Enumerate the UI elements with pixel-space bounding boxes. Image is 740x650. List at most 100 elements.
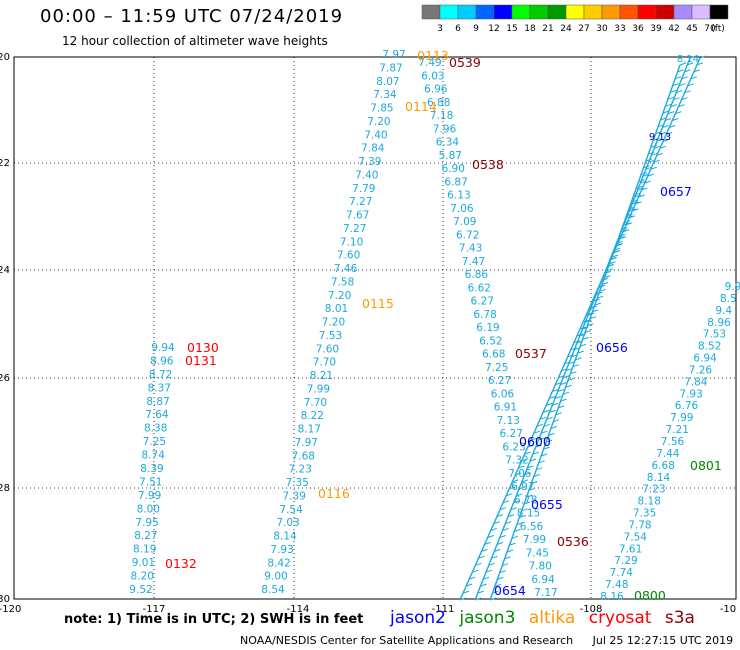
jason2-track-b — [483, 576, 490, 580]
jason2-track-a — [506, 493, 513, 497]
jason2-track-a — [542, 409, 550, 413]
colorbar-label: 21 — [542, 24, 553, 34]
altika-value: 7.10 — [340, 236, 363, 248]
jason2-track-b — [485, 569, 493, 573]
jason2-track-b — [510, 507, 517, 511]
altika-value: 7.34 — [373, 89, 397, 101]
altika-value: 7.03 — [276, 517, 299, 529]
jason2-track-b — [601, 277, 608, 281]
jason2-track-b — [667, 111, 675, 115]
footer-timestamp: Jul 25 12:27:15 UTC 2019 — [592, 634, 734, 647]
latitude-label: -24 — [0, 265, 10, 276]
jason2-track-a — [490, 528, 497, 531]
jason2-track-c — [545, 439, 553, 443]
jason2-track-a — [629, 215, 636, 219]
s3a-value: 6.19 — [476, 322, 499, 334]
jason2-track-b — [659, 131, 666, 135]
jason2-track-b — [518, 486, 526, 490]
jason2-track-b — [665, 118, 672, 121]
jason2-track-c — [631, 199, 638, 203]
jason2-track-c — [677, 69, 684, 73]
colorbar-label: 39 — [650, 24, 662, 34]
s3a-value: 6.56 — [520, 521, 544, 533]
jason2-track-c — [609, 261, 616, 265]
jason2-track-b — [565, 368, 573, 372]
jason2-track-c — [504, 556, 511, 560]
cryosat-value: 8.27 — [134, 530, 157, 542]
altika-value: 7.46 — [334, 263, 358, 275]
jason2-track-a — [638, 194, 645, 198]
jason2-track-c — [626, 213, 633, 217]
colorbar-label: 18 — [524, 24, 536, 34]
altika-value: 7.40 — [355, 169, 378, 181]
jason2-track-a — [539, 416, 547, 420]
jason2-track-c — [592, 309, 599, 313]
s3a-time-label: 0536 — [557, 534, 589, 549]
jason2-track-c — [509, 542, 516, 546]
jason2-track-a — [650, 166, 657, 170]
altika-value: 7.39 — [358, 156, 381, 168]
s3a-value: 6.52 — [479, 335, 502, 347]
colorbar-label: 70 — [704, 24, 716, 34]
jason2-time-label: 0654 — [494, 583, 526, 598]
jason2-track-c — [611, 254, 618, 258]
cryosat-value: 9.01 — [132, 557, 155, 569]
latitude-label: -22 — [0, 158, 10, 169]
colorbar-label: 30 — [596, 24, 608, 34]
s3a-value: 6.72 — [456, 229, 479, 241]
altika-value: 9.00 — [264, 571, 287, 583]
jason3-value: 7.56 — [661, 436, 685, 448]
cryosat-time-label: 0131 — [185, 353, 217, 368]
jason2-track-c — [541, 453, 548, 457]
jason2-track-a — [622, 229, 630, 233]
altika-value: 7.20 — [328, 290, 351, 302]
jason2-track-b — [549, 409, 556, 413]
jason2-track-a — [684, 90, 691, 94]
jason2-track-c — [623, 220, 631, 224]
altika-time-label: 0115 — [362, 296, 394, 311]
jason2-track-b — [477, 590, 484, 594]
jason2-track-c — [599, 288, 606, 292]
colorbar-label: 42 — [668, 24, 679, 34]
colorbar-unit: (ft) — [711, 24, 725, 34]
jason2-track-a — [632, 208, 639, 212]
jason2-track-c — [589, 316, 597, 320]
jason2-track-c — [550, 426, 558, 429]
jason2-track-b — [681, 76, 688, 80]
jason3-value: 8.14 — [647, 472, 671, 484]
cryosat-value: 7.64 — [145, 409, 169, 421]
jason2-track-b — [689, 55, 697, 59]
jason2-track-c — [519, 515, 526, 519]
altika-value: 8.54 — [261, 584, 285, 596]
altika-time-label: 0113 — [417, 48, 449, 63]
s3a-value: 6.03 — [421, 70, 444, 82]
s3a-value: 7.96 — [433, 123, 457, 135]
legend-altika: altika — [528, 608, 576, 628]
s3a-value: 6.27 — [471, 296, 494, 308]
latitude-label: -30 — [0, 594, 10, 605]
s3a-time-label: 0538 — [472, 157, 504, 172]
altika-value: 7.97 — [382, 49, 405, 61]
jason2-track-c — [667, 96, 674, 100]
jason2-track-b — [491, 555, 498, 559]
map-frame — [13, 56, 737, 600]
jason2-track-a — [462, 590, 470, 594]
colorbar-label: 36 — [632, 24, 644, 34]
jason2-track-b — [474, 57, 691, 601]
jason3-value: 6.94 — [693, 353, 717, 365]
jason2-track-c — [526, 494, 533, 498]
cryosat-value: 8.74 — [142, 450, 166, 462]
jason2-track-b — [585, 319, 592, 323]
jason2-track-c — [516, 522, 523, 526]
jason2-track-c — [572, 364, 579, 368]
jason2-track-b — [505, 521, 512, 525]
jason2-track-c — [577, 350, 584, 354]
s3a-value: 5.87 — [439, 150, 462, 162]
jason2-track-b — [502, 528, 509, 531]
footnote: note: 1) Time is in UTC; 2) SWH is in fe… — [64, 612, 364, 627]
longitude-label: -10 — [720, 604, 736, 615]
jason2-track-c — [618, 234, 626, 237]
jason2-track-c — [655, 131, 662, 135]
jason2-track-b — [557, 389, 564, 392]
altika-value: 8.14 — [273, 531, 297, 543]
